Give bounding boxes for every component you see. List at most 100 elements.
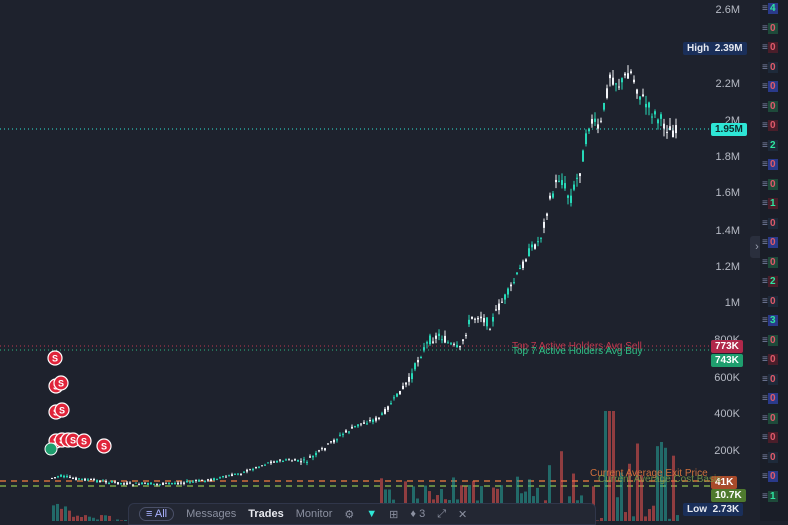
candle-body (309, 456, 311, 457)
candle-body (114, 482, 116, 483)
candle-body (417, 360, 419, 362)
avg-buy-pill: 743K (711, 354, 743, 367)
candle-body (573, 185, 575, 190)
current-price-pill: 1.95M (711, 123, 747, 136)
candle-body (396, 393, 398, 396)
filter-all-button[interactable]: ≡ All (139, 507, 174, 521)
candle-body (438, 334, 440, 336)
tab-messages[interactable]: Messages (186, 508, 236, 520)
candle-body (216, 479, 218, 480)
candle-body (372, 420, 374, 422)
candle-body (120, 483, 122, 484)
candle-body (243, 472, 245, 473)
candle-body (360, 423, 362, 424)
settings-icon[interactable]: ⚙ (344, 508, 354, 521)
candle-body (147, 483, 149, 485)
volume-bar (64, 506, 67, 521)
candle-body (324, 448, 326, 450)
volume-bar (72, 517, 75, 521)
tab-monitor[interactable]: Monitor (296, 508, 333, 520)
strip-row: ≡0 (762, 393, 788, 407)
candle-body (561, 180, 563, 185)
high-label-pill: High 2.39M (683, 42, 747, 55)
candle-body (198, 480, 200, 482)
candle-body (615, 83, 617, 84)
tab-trades[interactable]: Trades (248, 508, 283, 520)
candle-body (102, 481, 104, 482)
strip-row: ≡0 (762, 374, 788, 388)
volume-bar (56, 504, 59, 521)
volume-bar (608, 411, 611, 521)
candle-body (144, 483, 146, 484)
count-icon[interactable]: ♦ 3 (410, 508, 425, 520)
candle-body (465, 335, 467, 336)
candle-body (369, 420, 371, 421)
candle-body (348, 432, 350, 433)
strip-row: ≡0 (762, 218, 788, 232)
grid-icon[interactable]: ⊞ (389, 508, 398, 521)
volume-bar (76, 516, 79, 521)
candle-body (81, 479, 83, 480)
price-tick-label: 2.2M (716, 78, 740, 90)
strip-row: ≡0 (762, 354, 788, 368)
candle-body (474, 319, 476, 320)
candle-body (651, 117, 653, 118)
candle-body (477, 318, 479, 319)
candle-body (354, 426, 356, 427)
candle-body (444, 336, 446, 343)
candle-body (408, 377, 410, 382)
candle-body (210, 479, 212, 481)
price-tick-label: 1.6M (716, 187, 740, 199)
strip-row: ≡0 (762, 179, 788, 193)
candle-body (267, 462, 269, 463)
candle-body (432, 341, 434, 342)
candle-body (96, 480, 98, 482)
strip-row: ≡0 (762, 159, 788, 173)
candle-body (294, 459, 296, 460)
close-icon[interactable]: ✕ (458, 508, 467, 521)
candle-body (381, 413, 383, 414)
candle-body (600, 121, 602, 122)
volume-bar (644, 516, 647, 521)
candle-body (597, 124, 599, 128)
volume-bar (104, 515, 107, 521)
candle-body (513, 282, 515, 283)
volume-bar (676, 515, 679, 521)
sell-marker-label: S (101, 442, 107, 452)
candle-body (99, 481, 101, 482)
filter-all-label: All (155, 508, 167, 520)
candle-body (624, 74, 626, 76)
strip-row: ≡0 (762, 413, 788, 427)
volume-bar (612, 411, 615, 521)
sell-marker-label: S (59, 406, 65, 416)
candle-body (132, 484, 134, 485)
candle-body (69, 477, 71, 478)
volume-bar (616, 497, 619, 521)
candle-body (57, 476, 59, 477)
candle-body (270, 462, 272, 464)
candle-body (225, 477, 227, 478)
candle-body (414, 363, 416, 369)
candle-body (588, 129, 590, 132)
candle-body (384, 409, 386, 414)
candle-body (603, 103, 605, 110)
candle-body (591, 119, 593, 124)
price-tick-label: 2.6M (716, 4, 740, 16)
right-strip: ≡4≡0≡0≡0≡0≡0≡0≡2≡0≡0≡1≡0≡0≡0≡2≡0≡3≡0≡0≡0… (760, 0, 788, 521)
avg-sell-pill: 773K (711, 340, 743, 353)
candle-body (351, 427, 353, 429)
candle-body (60, 475, 62, 477)
candle-body (657, 120, 659, 124)
candle-body (204, 481, 206, 482)
volume-bar (100, 515, 103, 521)
volume-bar (88, 517, 91, 521)
expand-icon[interactable]: ⤢ (437, 508, 446, 521)
candle-body (201, 480, 203, 481)
candle-body (315, 453, 317, 455)
low-value: 2.73K (713, 504, 740, 515)
candle-body (150, 483, 152, 485)
filter-icon[interactable]: ▼ (366, 508, 377, 520)
candle-body (177, 483, 179, 485)
candle-body (366, 423, 368, 424)
